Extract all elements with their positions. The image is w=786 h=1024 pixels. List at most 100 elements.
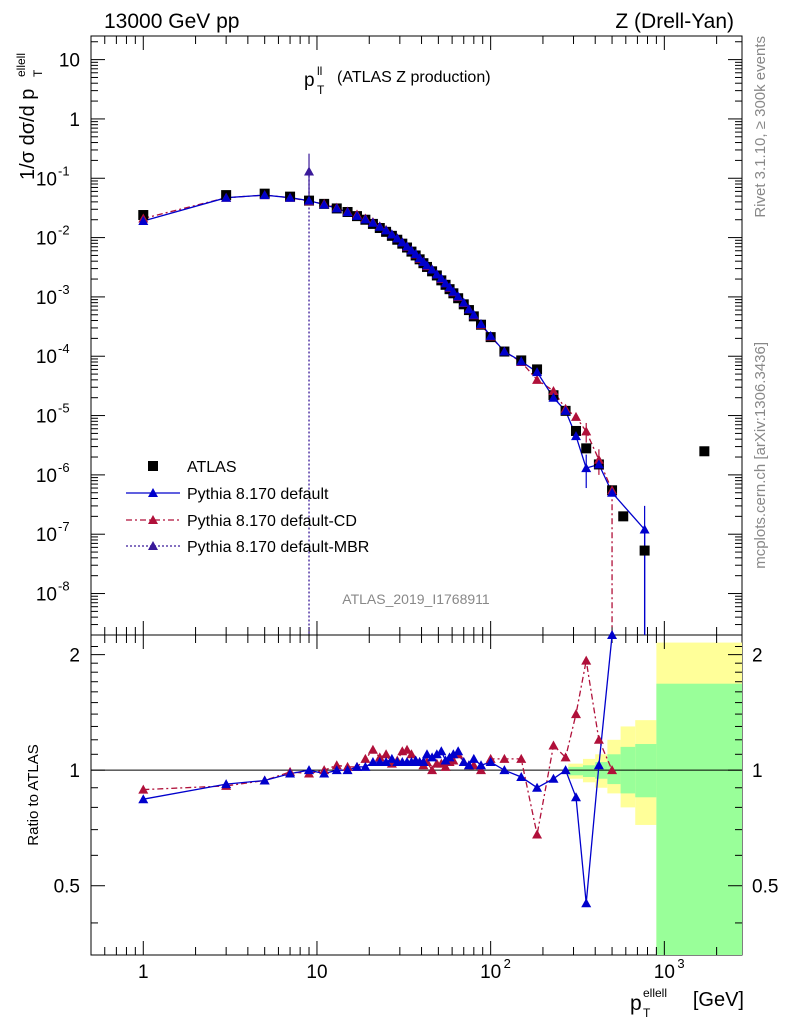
default-point: [444, 282, 455, 292]
y-tick-exponent: -2: [58, 223, 70, 238]
ratio-default-point: [319, 768, 330, 778]
y-tick-label: 10: [36, 466, 57, 487]
ratio-tick-label-right: 2: [752, 646, 763, 667]
default-point: [468, 309, 479, 319]
default-point: [360, 214, 371, 224]
ratio-default-point: [476, 760, 487, 770]
y-tick-label: 10: [36, 525, 57, 546]
default-point: [331, 203, 342, 213]
band-inner-segment: [582, 765, 596, 777]
ratio-default-point: [342, 765, 353, 775]
ratio-default-point: [532, 782, 543, 792]
y-tick-exponent: -7: [58, 519, 70, 534]
default-point: [463, 304, 474, 314]
rivet-label: Rivet 3.1.10, ≥ 300k events: [752, 36, 769, 218]
default-point: [532, 367, 543, 377]
default-point: [607, 487, 618, 497]
ratio-default-point: [607, 630, 618, 639]
default-point: [421, 260, 432, 270]
ratio-default-point: [453, 746, 464, 756]
svg-text:T: T: [643, 1006, 651, 1020]
default-point: [397, 237, 408, 247]
header-right: Z (Drell-Yan): [615, 10, 734, 33]
y-tick-exponent: -6: [58, 460, 70, 475]
ratio-tick-label-right: 1: [752, 761, 763, 782]
svg-text:(ATLAS Z production): (ATLAS Z production): [337, 69, 491, 86]
ratio-default-point: [221, 779, 232, 789]
ratio-default-point: [463, 760, 474, 770]
default-cd-point: [593, 454, 604, 464]
ratio-default-point: [259, 775, 270, 785]
legend-marker: [148, 515, 158, 524]
series-line-default-cd: [143, 194, 613, 491]
ratio-default-cd-point: [402, 744, 413, 754]
default-point: [440, 278, 451, 288]
ratio-default-point: [593, 760, 604, 770]
ratio-default-cd-point: [532, 829, 543, 839]
ratio-default-point: [427, 752, 438, 762]
main-series-layer: [138, 153, 710, 635]
ratio-tick-label: 2: [69, 646, 80, 667]
x-tick-label: 10: [654, 962, 675, 983]
svg-text:p: p: [304, 70, 315, 91]
ratio-default-point: [458, 757, 469, 767]
legend: ATLAS Pythia 8.170 default Pythia 8.170 de…: [126, 459, 369, 556]
default-point: [458, 297, 469, 307]
svg-text:T: T: [317, 83, 325, 97]
y-tick-label: 10: [36, 585, 57, 606]
ratio-series-layer: [138, 630, 618, 908]
ratio-default-point: [485, 757, 496, 767]
svg-text:[GeV]: [GeV]: [693, 989, 744, 1011]
ratio-default-point: [560, 765, 571, 775]
ratio-tick-label: 0.5: [54, 877, 80, 898]
ratio-default-point: [374, 757, 385, 767]
default-cd-point: [581, 426, 592, 436]
y-tick-exponent: -4: [58, 341, 70, 356]
band-inner-segment: [568, 766, 583, 776]
default-point: [431, 269, 442, 279]
default-point: [427, 264, 438, 274]
ratio-default-point: [581, 898, 592, 908]
ratio-default-point: [548, 773, 559, 783]
ratio-default-cd-point: [548, 740, 559, 750]
default-point: [448, 286, 459, 296]
x-tick-label: 10: [306, 962, 327, 983]
default-point: [351, 210, 362, 220]
series-line-default: [143, 194, 646, 530]
ratio-default-point: [367, 757, 378, 767]
y-tick-exponent: -5: [58, 401, 70, 416]
ratio-default-cd-point: [499, 753, 510, 763]
svg-text:T: T: [31, 69, 45, 77]
header-left: 13000 GeV pp: [104, 10, 239, 33]
ratio-default-point: [386, 753, 397, 763]
y-tick-exponent: -1: [58, 163, 70, 178]
y-tick-exponent: -8: [58, 579, 70, 594]
ratio-default-point: [360, 761, 371, 771]
default-point: [342, 207, 353, 217]
default-point: [410, 248, 421, 258]
atlas-point: [639, 545, 650, 556]
x-tick-label: 1: [138, 962, 149, 983]
y-tick-label: 10: [59, 51, 80, 72]
ratio-uncertainty-bands: [568, 642, 742, 955]
ratio-default-cd-point: [560, 752, 571, 762]
ratio-default-cd-point: [138, 784, 149, 794]
default-point: [570, 431, 581, 441]
atlas-point: [699, 446, 710, 457]
default-point: [374, 221, 385, 231]
default-cd-point: [532, 374, 543, 384]
legend-marker: [148, 488, 158, 497]
ratio-default-cd-point: [374, 752, 385, 762]
analysis-id: ATLAS_2019_I1768911: [342, 591, 490, 607]
legend-marker: [148, 541, 158, 550]
plot-title: p ll T (ATLAS Z production): [304, 64, 491, 97]
ratio-tick-label-right: 0.5: [752, 877, 778, 898]
y-tick-label: 1: [69, 110, 80, 131]
y-tick-label: 10: [36, 347, 57, 368]
ratio-default-point: [304, 765, 315, 775]
default-point: [304, 195, 315, 205]
y-tick-label: 10: [36, 407, 57, 428]
default-point: [392, 233, 403, 243]
y-axis-label: 1/σ dσ/d p ellell T: [14, 53, 45, 180]
